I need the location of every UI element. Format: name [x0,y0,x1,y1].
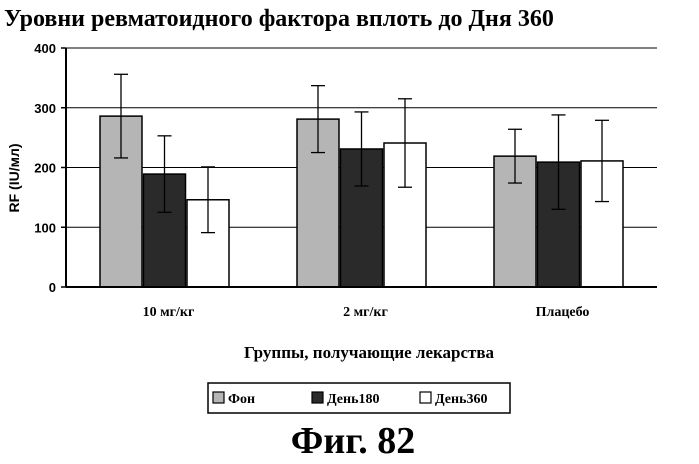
error-bars [114,73,609,234]
figure-label: Фиг. 82 [291,420,416,462]
legend-label: День360 [435,392,488,407]
x-tick-label: 10 мг/кг [143,305,195,320]
x-tick-label: 2 мг/кг [343,305,388,320]
chart-title: Уровни ревматоидного фактора вплоть до Д… [4,6,554,32]
legend-swatch [419,391,432,404]
bar [339,148,384,288]
y-axis-label: RF (IU/мл) [6,143,22,212]
legend: Фон День180 День360 [207,382,511,414]
y-tick-label: 200 [34,161,56,176]
y-tick-label: 0 [49,280,56,295]
legend-swatch [212,391,225,404]
y-tick-labels: 0 100 200 300 400 [34,41,66,295]
legend-label: День180 [327,392,380,407]
y-tick-label: 100 [34,220,56,235]
legend-swatch [311,391,324,404]
legend-label: Фон [228,392,255,407]
y-tick-label: 300 [34,101,56,116]
x-axis-label: Группы, получающие лекарства [244,343,495,362]
x-tick-label: Плацебо [536,305,590,320]
x-tick-labels: 10 мг/кг 2 мг/кг Плацебо [143,305,590,320]
legend-box [207,382,511,414]
y-tick-label: 400 [34,41,56,56]
